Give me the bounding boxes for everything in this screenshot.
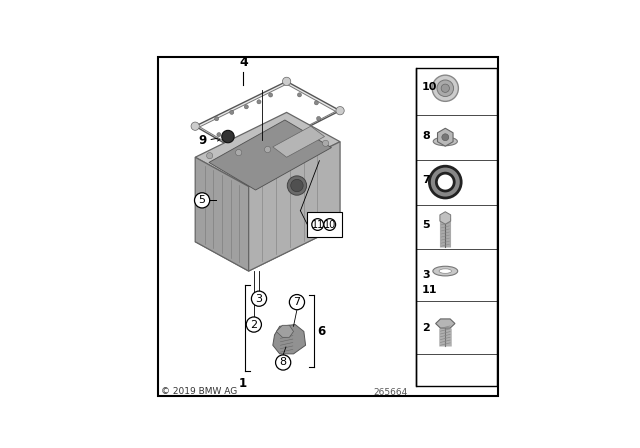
Text: 1: 1: [238, 377, 246, 390]
Text: 5: 5: [422, 220, 430, 230]
Text: 10: 10: [422, 82, 438, 91]
Polygon shape: [440, 212, 451, 224]
Text: 6: 6: [317, 325, 326, 338]
Polygon shape: [195, 112, 340, 186]
Circle shape: [289, 294, 305, 310]
Circle shape: [276, 355, 291, 370]
Text: 3: 3: [255, 294, 262, 304]
Circle shape: [246, 317, 261, 332]
Ellipse shape: [433, 266, 458, 276]
Circle shape: [195, 193, 210, 208]
Circle shape: [264, 146, 271, 153]
Text: 9: 9: [198, 134, 206, 146]
Circle shape: [252, 291, 267, 306]
Text: 7: 7: [293, 297, 301, 307]
Circle shape: [287, 129, 291, 133]
Text: 2: 2: [250, 319, 257, 330]
Circle shape: [244, 105, 248, 109]
Circle shape: [298, 93, 301, 97]
Polygon shape: [438, 128, 453, 146]
Circle shape: [287, 176, 307, 195]
Circle shape: [317, 116, 321, 121]
Circle shape: [217, 133, 221, 137]
Circle shape: [262, 141, 267, 146]
Text: © 2019 BMW AG: © 2019 BMW AG: [161, 387, 237, 396]
Text: 7: 7: [422, 175, 430, 185]
Circle shape: [221, 130, 234, 143]
Text: 8: 8: [280, 358, 287, 367]
Polygon shape: [195, 82, 340, 157]
Circle shape: [442, 134, 449, 141]
Circle shape: [244, 153, 253, 161]
Text: 2: 2: [422, 323, 430, 333]
Polygon shape: [195, 157, 249, 271]
Polygon shape: [273, 324, 305, 354]
Text: 11: 11: [422, 285, 438, 295]
Text: 10: 10: [324, 220, 336, 229]
Circle shape: [207, 153, 212, 159]
Circle shape: [282, 77, 291, 86]
Polygon shape: [209, 120, 332, 190]
Circle shape: [314, 101, 319, 105]
Circle shape: [234, 141, 238, 145]
Text: 5: 5: [198, 195, 205, 205]
Circle shape: [230, 110, 234, 114]
Text: 265664: 265664: [373, 388, 407, 397]
Text: 8: 8: [422, 130, 430, 141]
Circle shape: [324, 219, 335, 230]
Polygon shape: [195, 197, 340, 271]
Circle shape: [312, 219, 323, 230]
Circle shape: [191, 122, 199, 130]
Circle shape: [291, 179, 303, 192]
Polygon shape: [276, 325, 294, 337]
Polygon shape: [200, 84, 335, 156]
Circle shape: [432, 75, 458, 101]
Polygon shape: [249, 142, 340, 271]
Ellipse shape: [433, 137, 458, 146]
Text: 11: 11: [312, 220, 324, 229]
Circle shape: [214, 116, 219, 121]
Polygon shape: [273, 126, 324, 157]
Circle shape: [437, 80, 454, 96]
Circle shape: [323, 140, 329, 146]
Bar: [416, 68, 497, 386]
Bar: [307, 212, 342, 237]
Circle shape: [294, 143, 300, 150]
Circle shape: [301, 123, 305, 127]
Circle shape: [236, 150, 242, 156]
Ellipse shape: [439, 269, 451, 273]
Circle shape: [275, 134, 278, 138]
Polygon shape: [436, 319, 455, 328]
Text: 3: 3: [422, 270, 430, 280]
Circle shape: [257, 100, 261, 104]
Circle shape: [269, 93, 273, 97]
Circle shape: [336, 107, 344, 115]
Circle shape: [441, 84, 449, 92]
Text: 4: 4: [239, 56, 248, 69]
